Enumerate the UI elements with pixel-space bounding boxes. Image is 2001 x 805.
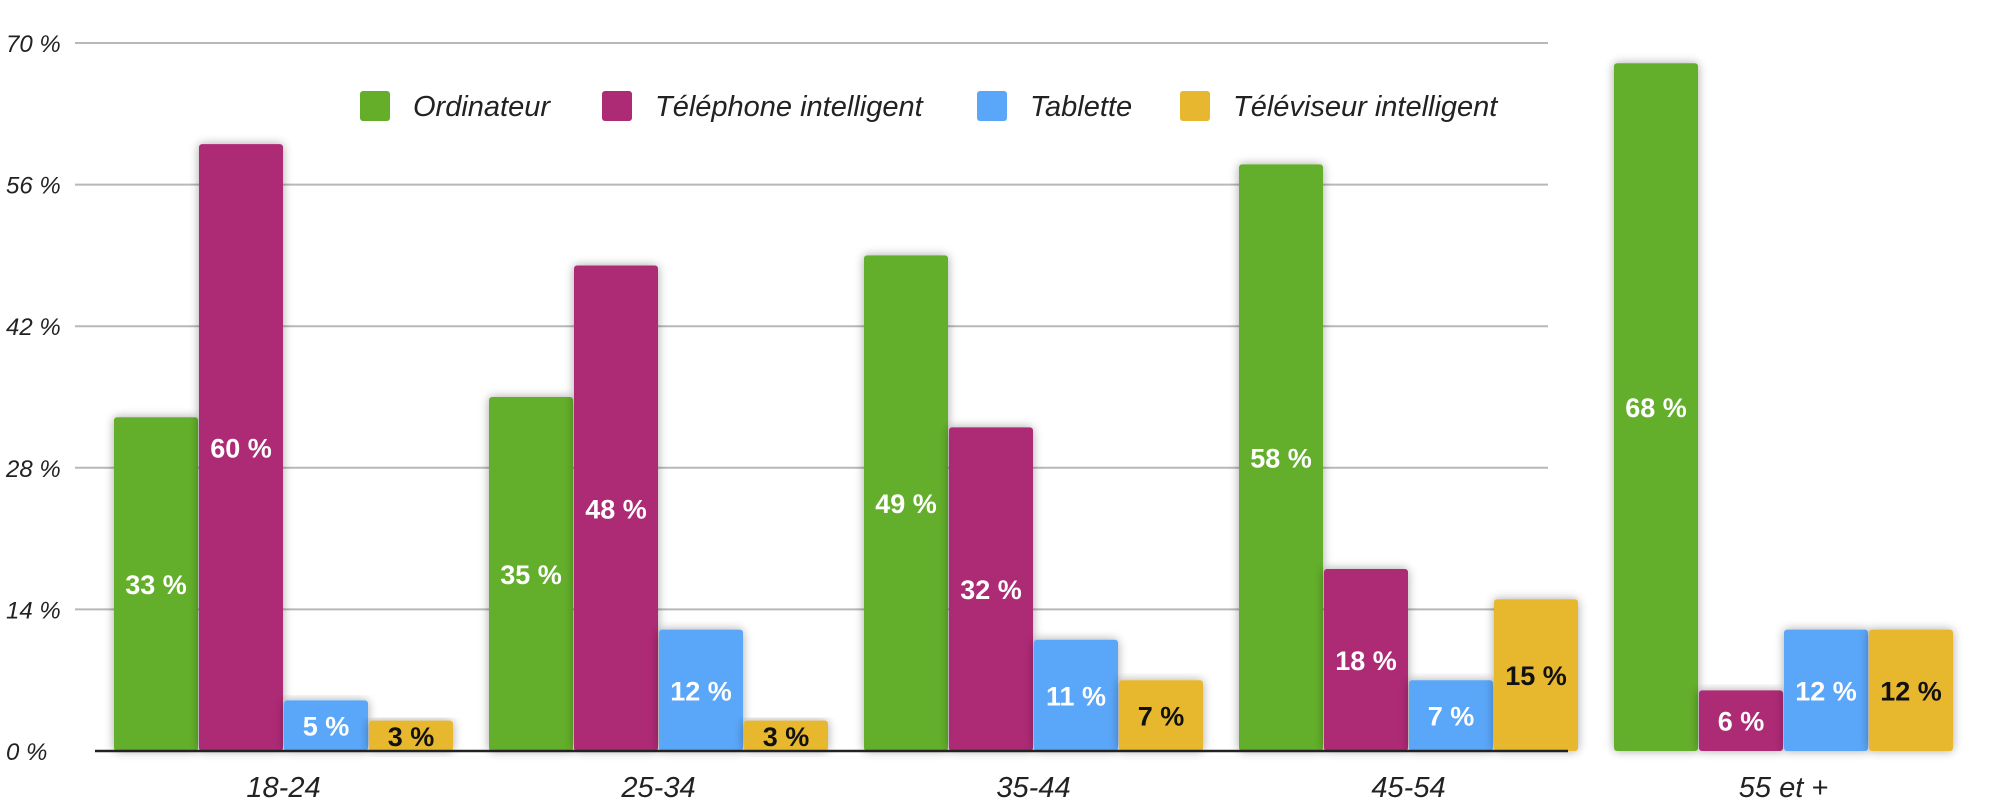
legend-swatch — [977, 91, 1007, 121]
legend-swatch — [602, 91, 632, 121]
bar — [1034, 639, 1118, 751]
y-tick-label: 42 % — [6, 314, 61, 341]
bar — [369, 720, 453, 751]
bar — [574, 265, 658, 751]
x-tick-label: 18-24 — [246, 772, 320, 804]
bar — [1494, 599, 1578, 751]
data-label: 11 % — [1046, 681, 1106, 711]
legend-item: Téléphone intelligent — [602, 91, 925, 123]
y-tick-label: 70 % — [6, 31, 61, 58]
data-label: 12 % — [1795, 676, 1857, 706]
data-label: 48 % — [585, 494, 647, 524]
y-tick-label: 28 % — [5, 456, 61, 483]
bars — [114, 63, 1953, 752]
legend-item: Téléviseur intelligent — [1180, 91, 1499, 123]
x-axis: 18-24 25-34 35-44 45-54 55 et + — [95, 749, 1829, 804]
bar — [1119, 680, 1203, 751]
bar — [1239, 164, 1323, 751]
y-tick-label: 56 % — [6, 173, 61, 200]
legend-swatch — [1180, 91, 1210, 121]
data-label: 35 % — [500, 560, 562, 590]
data-label: 68 % — [1625, 393, 1687, 423]
y-tick-label: 0 % — [6, 739, 47, 766]
data-label: 33 % — [125, 570, 187, 600]
bar — [864, 255, 948, 751]
x-tick-label: 55 et + — [1739, 772, 1829, 804]
data-label: 5 % — [303, 712, 350, 742]
data-label: 49 % — [875, 489, 937, 519]
legend: Ordinateur Téléphone intelligent Tablette T… — [360, 91, 1499, 123]
bar — [1324, 568, 1408, 751]
data-label: 7 % — [1428, 702, 1475, 732]
legend-label: Ordinateur — [413, 91, 551, 123]
data-label: 3 % — [388, 722, 435, 752]
bar — [1409, 680, 1493, 751]
y-axis: 0 % 14 % 28 % 42 % 56 % 70 % — [5, 31, 61, 766]
data-label: 12 % — [670, 676, 732, 706]
x-tick-label: 45-54 — [1371, 772, 1445, 804]
bar — [744, 720, 828, 751]
data-labels: 33 % 60 % 5 % 3 % 35 % 48 % 12 % 3 % 49 % 32 % 11 … — [125, 393, 1942, 752]
bar — [114, 417, 198, 751]
gridlines — [75, 42, 1548, 611]
data-label: 58 % — [1250, 444, 1312, 474]
y-tick-label: 14 % — [6, 597, 61, 624]
legend-item: Ordinateur — [360, 91, 551, 123]
bar — [1784, 629, 1868, 751]
bar — [1699, 690, 1783, 751]
data-label: 18 % — [1335, 646, 1397, 676]
x-tick-label: 35-44 — [996, 772, 1070, 804]
data-label: 3 % — [763, 722, 810, 752]
legend-label: Téléviseur intelligent — [1233, 91, 1499, 123]
bar — [489, 397, 573, 751]
data-label: 7 % — [1138, 702, 1185, 732]
legend-label: Tablette — [1030, 91, 1132, 123]
legend-swatch — [360, 91, 390, 121]
data-label: 12 % — [1880, 676, 1942, 706]
x-tick-label: 25-34 — [620, 772, 695, 804]
data-label: 60 % — [210, 434, 272, 464]
bar — [949, 427, 1033, 751]
data-label: 6 % — [1718, 707, 1765, 737]
data-label: 15 % — [1505, 661, 1567, 691]
bar — [1869, 629, 1953, 751]
data-label: 32 % — [960, 575, 1022, 605]
legend-label: Téléphone intelligent — [655, 91, 925, 123]
legend-item: Tablette — [977, 91, 1132, 123]
bar — [1614, 63, 1698, 751]
bar — [659, 629, 743, 751]
bar — [284, 700, 368, 751]
bar — [199, 144, 283, 752]
